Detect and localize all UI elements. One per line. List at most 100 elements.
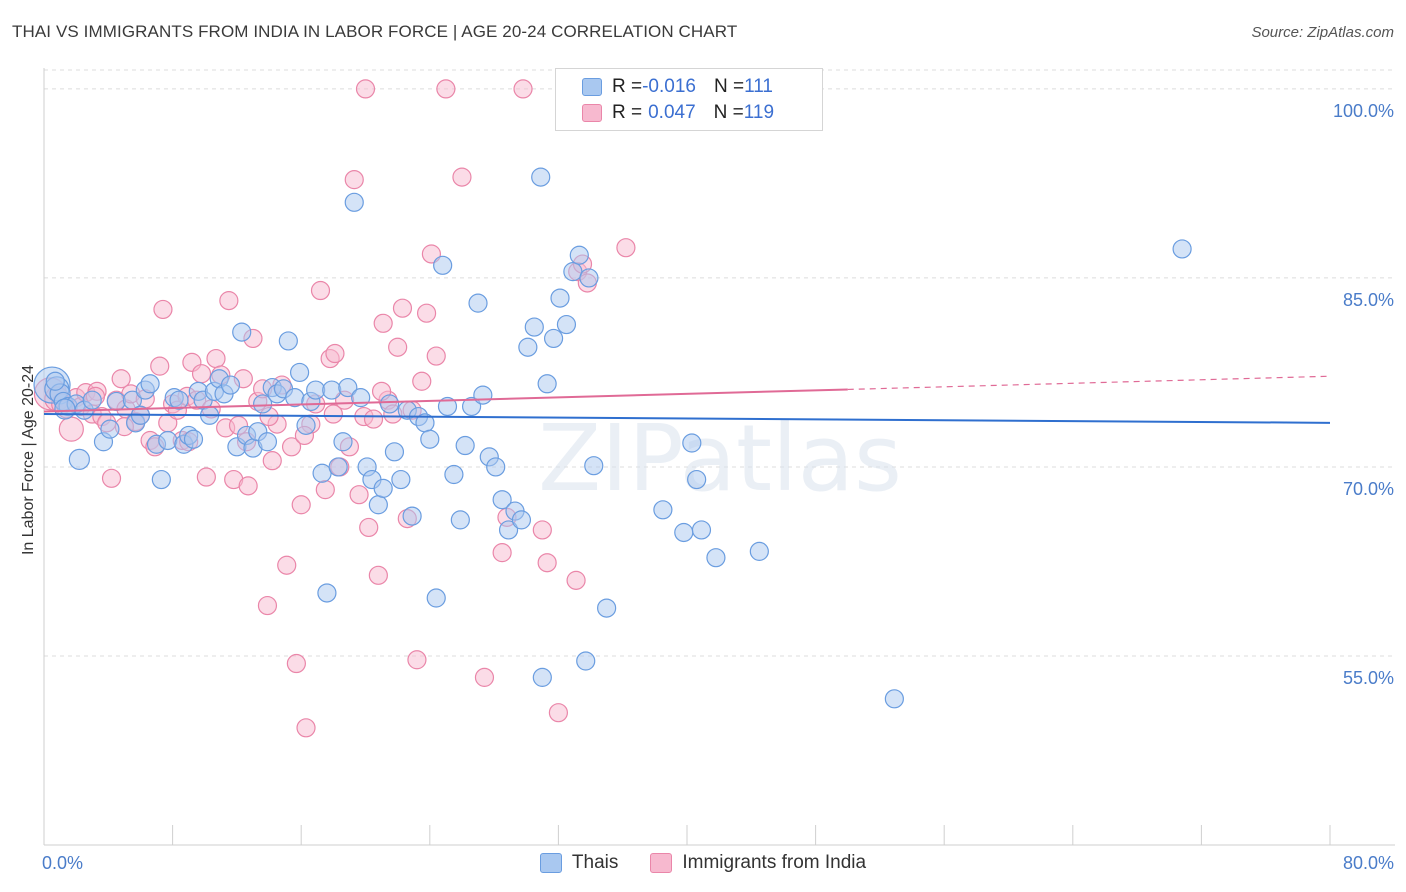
thai-point [384, 442, 405, 462]
thai-point [498, 520, 519, 540]
thai-point [306, 380, 326, 400]
thai-point [100, 419, 120, 439]
india-point [363, 409, 384, 429]
india-point [310, 280, 331, 301]
india-point [388, 337, 408, 357]
india-point [492, 543, 512, 563]
thai-point [1172, 239, 1192, 259]
india-point [238, 476, 258, 496]
thai-point [391, 469, 411, 490]
india-point [323, 404, 343, 424]
thai-point [312, 463, 332, 483]
legend-n-label: N = [713, 102, 744, 123]
thai-point [691, 520, 712, 540]
thai-point [140, 374, 160, 394]
india-point [262, 451, 282, 471]
thai-point [289, 362, 310, 383]
thai-point [317, 583, 337, 603]
thai-point [468, 293, 488, 313]
thai-point [373, 478, 393, 498]
thai-point [576, 651, 596, 671]
legend-r-label: R = [612, 102, 643, 123]
india-point [277, 555, 297, 575]
india-point [537, 553, 557, 573]
india-point [412, 371, 432, 391]
thai-point [674, 522, 694, 543]
thai-point [220, 375, 241, 395]
legend-row-india: R = 0.047 N = 119 [582, 101, 774, 125]
thai-point [569, 245, 589, 265]
thai-point [333, 432, 353, 452]
thai-point [437, 396, 458, 417]
india-point [325, 343, 345, 364]
thai-point [884, 689, 904, 709]
thai-point [537, 374, 557, 394]
india-point [416, 303, 437, 323]
legend-label-india: Immigrants from India [682, 852, 867, 873]
thai-point [45, 371, 65, 391]
india-point [421, 244, 442, 264]
axes [43, 68, 1395, 846]
thai-point [278, 331, 298, 351]
india-point [291, 495, 311, 515]
thai-point [296, 415, 316, 435]
thai-point [368, 495, 388, 515]
thai-point [420, 429, 440, 449]
thai-point [461, 396, 482, 417]
thai-point [183, 429, 204, 449]
india-point [426, 346, 446, 366]
thai-point [486, 457, 506, 477]
thai-point [563, 262, 583, 282]
india-point [548, 703, 569, 723]
series-thai-points [33, 76, 1192, 709]
thai-point [653, 500, 673, 520]
thai-point [450, 510, 470, 530]
thai-point [338, 377, 358, 398]
thai-point [444, 464, 464, 485]
thai-point [169, 390, 189, 410]
thai-point [433, 255, 453, 275]
india-point [436, 79, 456, 99]
india-point [359, 517, 379, 538]
thai-point [597, 598, 617, 618]
legend-label-thais: Thais [571, 852, 619, 873]
legend-swatch-india [650, 853, 673, 873]
india-point [344, 170, 364, 190]
thai-point [158, 430, 178, 451]
india-point [349, 485, 369, 505]
thai-point [492, 490, 512, 510]
india-point [296, 718, 316, 738]
india-point [257, 595, 278, 616]
thai-point [151, 469, 171, 490]
series-legend: Thais Immigrants from India [0, 852, 1406, 874]
thai-point [543, 328, 564, 349]
india-point [407, 650, 427, 670]
thai-point [556, 314, 577, 335]
legend-n-value: 119 [743, 102, 775, 123]
legend-swatch-thai [582, 78, 602, 96]
legend-swatch-india [582, 104, 602, 122]
y-tick-label: 100.0% [1332, 100, 1394, 121]
legend-item-india: Immigrants from India [650, 852, 866, 874]
thai-point [232, 322, 252, 342]
thai-point [380, 394, 400, 414]
thai-point [68, 448, 90, 470]
india-point [368, 565, 388, 585]
legend-r-value: -0.016 [642, 76, 696, 97]
thai-point [473, 385, 493, 405]
thai-point [518, 337, 538, 357]
india-point [206, 348, 226, 369]
india-point [355, 79, 376, 99]
thai-point [532, 667, 552, 687]
india-point [150, 356, 170, 376]
india-point [153, 299, 173, 320]
chart-title: THAI VS IMMIGRANTS FROM INDIA IN LABOR F… [12, 22, 738, 41]
india-point [58, 416, 84, 442]
thai-point [682, 433, 702, 453]
india-point [373, 313, 393, 333]
thai-point [579, 268, 599, 288]
thai-point [328, 457, 348, 477]
x-tick-min: 0.0% [42, 853, 84, 873]
india-point [452, 167, 472, 187]
